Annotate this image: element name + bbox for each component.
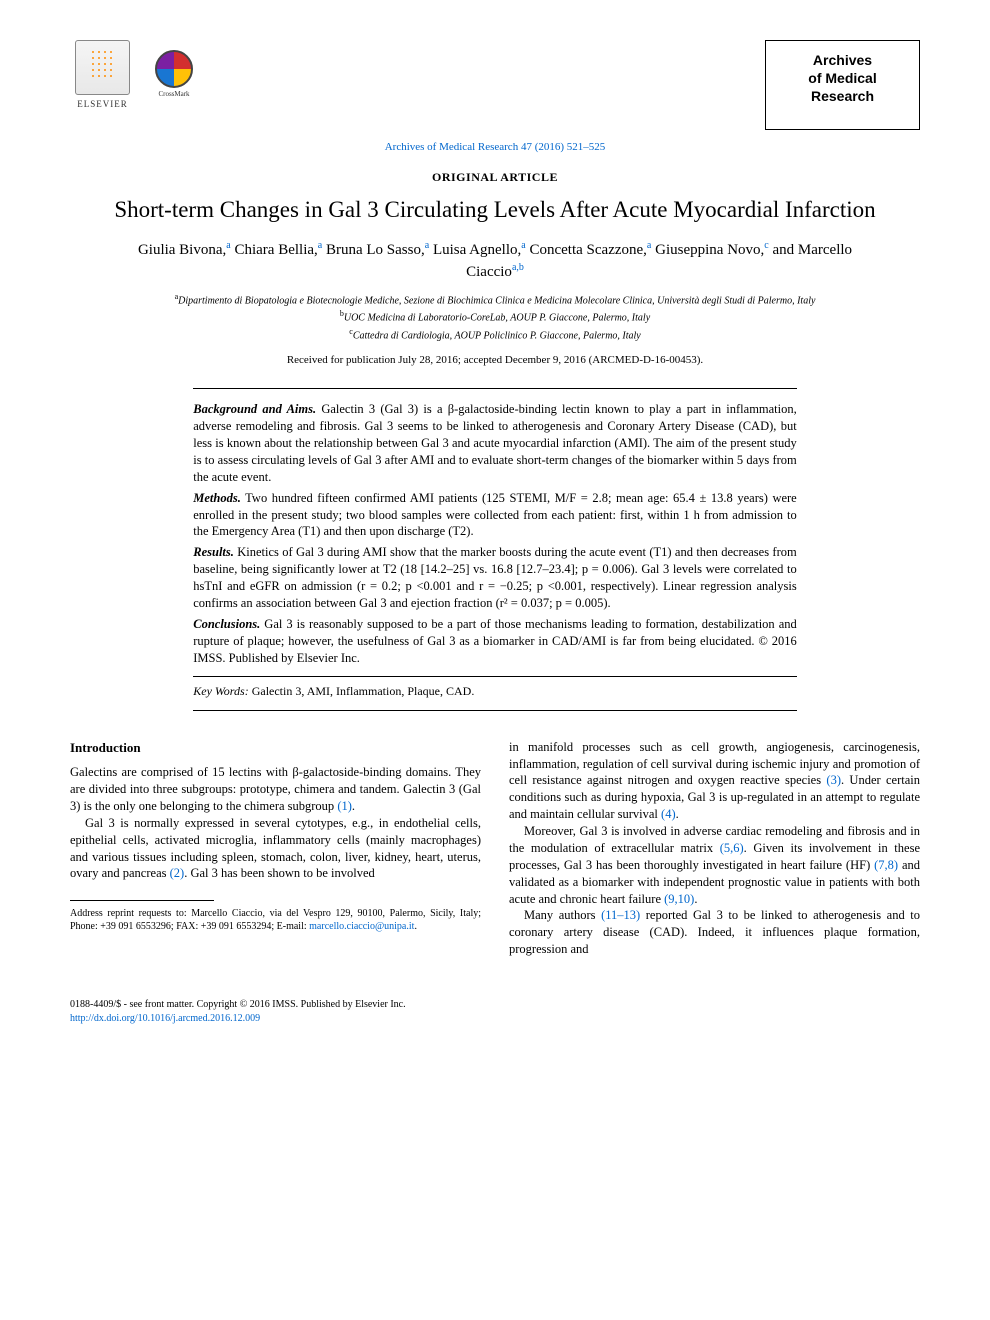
article-title: Short-term Changes in Gal 3 Circulating …	[70, 196, 920, 225]
abstract-conclusions: Conclusions. Gal 3 is reasonably suppose…	[193, 616, 797, 667]
methods-text: Two hundred fifteen confirmed AMI patien…	[193, 491, 797, 539]
elsevier-logo[interactable]: ELSEVIER	[70, 40, 135, 115]
body-paragraph: Many authors (11–13) reported Gal 3 to b…	[509, 907, 920, 958]
crossmark-logo[interactable]: CrossMark	[153, 50, 195, 105]
background-label: Background and Aims.	[193, 402, 316, 416]
author-list: Giulia Bivona,a Chiara Bellia,a Bruna Lo…	[70, 239, 920, 283]
journal-box-line: of Medical	[774, 69, 911, 87]
affiliations: aDipartimento di Biopatologia e Biotecno…	[70, 291, 920, 343]
introduction-heading: Introduction	[70, 739, 481, 757]
affiliation-line: aDipartimento di Biopatologia e Biotecno…	[70, 291, 920, 308]
affiliation-line: bUOC Medicina di Laboratorio-CoreLab, AO…	[70, 308, 920, 325]
elsevier-tree-icon	[75, 40, 130, 95]
methods-label: Methods.	[193, 491, 241, 505]
publisher-logos: ELSEVIER CrossMark	[70, 40, 195, 115]
affiliation-line: cCattedra di Cardiologia, AOUP Policlini…	[70, 326, 920, 343]
correspondence-footnote: Address reprint requests to: Marcello Ci…	[70, 907, 481, 933]
body-paragraph: Moreover, Gal 3 is involved in adverse c…	[509, 823, 920, 907]
header-row: ELSEVIER CrossMark Archives of Medical R…	[70, 40, 920, 130]
doi-link[interactable]: http://dx.doi.org/10.1016/j.arcmed.2016.…	[70, 1012, 920, 1026]
crossmark-label: CrossMark	[158, 90, 189, 100]
abstract-methods: Methods. Two hundred fifteen confirmed A…	[193, 490, 797, 541]
body-paragraph: Galectins are comprised of 15 lectins wi…	[70, 764, 481, 815]
body-columns: Introduction Galectins are comprised of …	[70, 739, 920, 958]
conclusions-text: Gal 3 is reasonably supposed to be a par…	[193, 617, 797, 665]
conclusions-label: Conclusions.	[193, 617, 260, 631]
results-label: Results.	[193, 545, 234, 559]
abstract-box: Background and Aims. Galectin 3 (Gal 3) …	[193, 388, 797, 710]
article-type-label: ORIGINAL ARTICLE	[70, 169, 920, 186]
received-date: Received for publication July 28, 2016; …	[70, 353, 920, 368]
results-text: Kinetics of Gal 3 during AMI show that t…	[193, 545, 797, 610]
citation-link[interactable]: Archives of Medical Research 47 (2016) 5…	[70, 140, 920, 155]
footnote-rule	[70, 900, 214, 901]
keywords-label: Key Words:	[193, 684, 248, 698]
elsevier-label: ELSEVIER	[77, 98, 128, 111]
page-footer: 0188-4409/$ - see front matter. Copyrigh…	[70, 998, 920, 1026]
keywords-text: Galectin 3, AMI, Inflammation, Plaque, C…	[249, 684, 475, 698]
journal-title-box: Archives of Medical Research	[765, 40, 920, 130]
left-column: Introduction Galectins are comprised of …	[70, 739, 481, 958]
right-column: in manifold processes such as cell growt…	[509, 739, 920, 958]
body-paragraph: in manifold processes such as cell growt…	[509, 739, 920, 823]
body-paragraph: Gal 3 is normally expressed in several c…	[70, 815, 481, 883]
issn-copyright: 0188-4409/$ - see front matter. Copyrigh…	[70, 998, 920, 1012]
keywords-row: Key Words: Galectin 3, AMI, Inflammation…	[193, 676, 797, 699]
abstract-background: Background and Aims. Galectin 3 (Gal 3) …	[193, 401, 797, 485]
journal-box-line: Research	[774, 87, 911, 105]
abstract-results: Results. Kinetics of Gal 3 during AMI sh…	[193, 544, 797, 612]
crossmark-icon	[155, 50, 193, 88]
journal-box-line: Archives	[774, 51, 911, 69]
